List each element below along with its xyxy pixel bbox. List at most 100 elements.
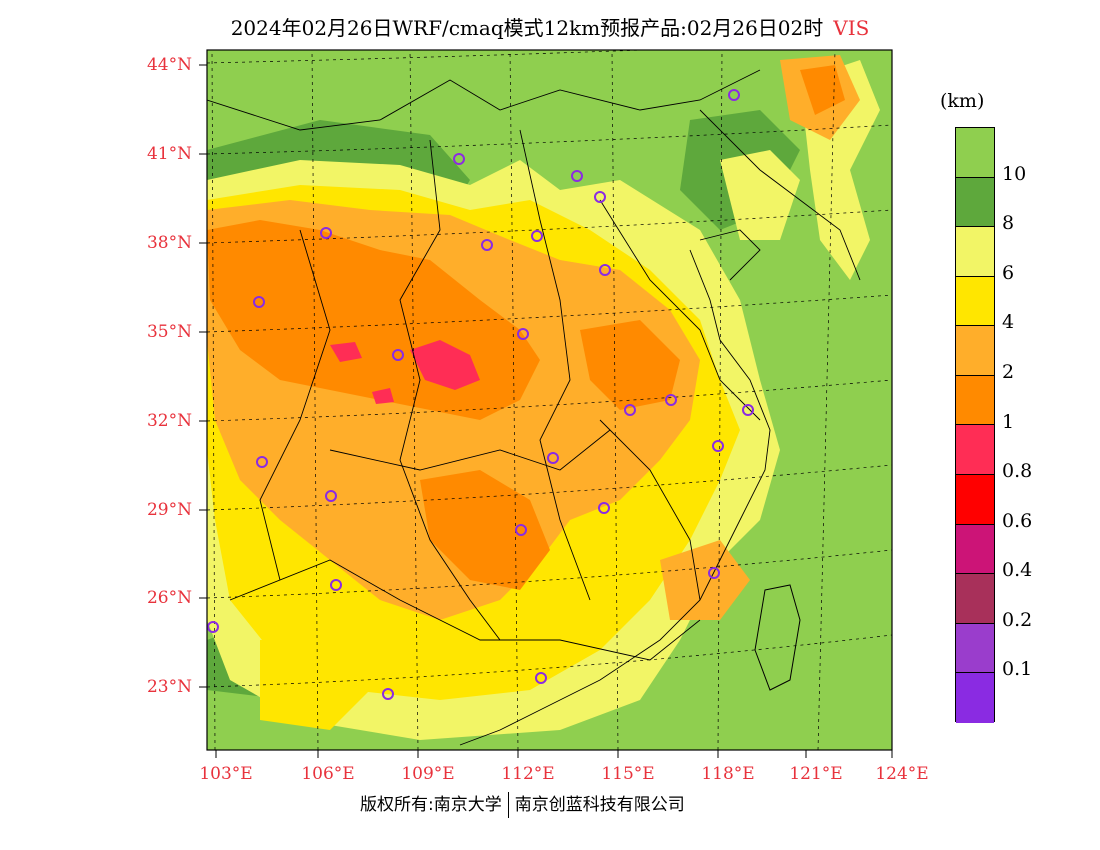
graticule-parallel (207, 464, 892, 511)
map-frame (206, 49, 893, 751)
coastline (699, 109, 861, 281)
station-marker (598, 502, 610, 514)
legend-swatch (956, 375, 994, 426)
legend-unit: (km) (940, 90, 985, 112)
station-marker (594, 191, 606, 203)
longitude-label: 121°E (789, 764, 843, 784)
boundary-line (207, 69, 761, 131)
station-marker (256, 456, 268, 468)
boundary-line (519, 129, 591, 601)
legend-label: 10 (1002, 162, 1027, 185)
station-marker (515, 524, 527, 536)
map-title: 2024年02月26日WRF/cmaq模式12km预报产品:02月26日02时 V… (0, 12, 1100, 41)
visibility-zone-1km (580, 320, 680, 410)
station-marker (708, 567, 720, 579)
station-marker (728, 89, 740, 101)
visibility-zone-0.8km (372, 388, 394, 404)
station-marker (599, 264, 611, 276)
legend-label: 0.6 (1002, 509, 1033, 532)
longitude-label: 112°E (501, 764, 555, 784)
station-marker (535, 672, 547, 684)
boundary-line (399, 139, 501, 641)
visibility-zone-2km (660, 540, 750, 620)
legend-swatch (956, 326, 994, 376)
graticule-parallel (207, 549, 892, 599)
station-marker (207, 621, 219, 633)
station-marker (325, 490, 337, 502)
boundary-line (599, 419, 701, 601)
station-marker (712, 440, 724, 452)
visibility-zone-1km (800, 65, 845, 115)
legend-swatch (956, 524, 994, 575)
station-marker (665, 394, 677, 406)
visibility-zone-4km (260, 640, 380, 730)
latitude-label: 32°N (146, 411, 192, 431)
legend-label: 8 (1002, 212, 1015, 235)
graticule-parallel (207, 379, 892, 422)
graticule-parallel (207, 634, 892, 688)
station-marker (547, 452, 559, 464)
latitude-label: 41°N (146, 144, 192, 164)
copyright-owner: 版权所有:南京大学 (360, 795, 502, 815)
graticule-meridian (509, 50, 519, 750)
station-marker (531, 230, 543, 242)
graticule-meridian (717, 50, 723, 750)
taiwan-outline (754, 584, 801, 691)
station-marker (517, 328, 529, 340)
title-variable: VIS (833, 16, 870, 40)
station-marker (742, 404, 754, 416)
legend-swatch (956, 574, 994, 624)
title-main: 2024年02月26日WRF/cmaq模式12km预报产品:02月26日02时 (230, 16, 824, 40)
graticule-parallel (207, 209, 892, 244)
legend-swatch (956, 227, 994, 277)
visibility-zone-0.8km (410, 340, 480, 390)
graticule-meridian (409, 50, 419, 750)
legend-swatch (956, 673, 994, 723)
legend-label: 4 (1002, 311, 1015, 334)
legend-label: 1 (1002, 410, 1015, 433)
coastline (459, 249, 771, 746)
graticule-parallel (207, 124, 892, 155)
longitude-label: 103°E (199, 764, 253, 784)
legend-label: 0.2 (1002, 608, 1033, 631)
longitude-label: 109°E (401, 764, 455, 784)
visibility-zone-0.8km (330, 342, 362, 362)
latitude-label: 23°N (146, 677, 192, 697)
legend-label: 0.1 (1002, 658, 1033, 681)
station-marker (571, 170, 583, 182)
longitude-label: 106°E (301, 764, 355, 784)
station-marker (624, 404, 636, 416)
copyright-company: 南京创蓝科技有限公司 (514, 795, 685, 815)
legend-swatch (956, 128, 994, 178)
legend-swatch (956, 475, 994, 525)
legend-swatch (956, 177, 994, 228)
latitude-label: 44°N (146, 55, 192, 75)
legend-swatch (956, 276, 994, 327)
graticule-meridian (311, 50, 319, 750)
legend-colorbar (955, 127, 995, 723)
graticule-meridian (211, 50, 216, 750)
copyright-notice: 版权所有:南京大学 南京创蓝科技有限公司 (360, 790, 685, 818)
boundary-line (699, 229, 761, 281)
legend-label: 0.4 (1002, 559, 1033, 582)
legend-label: 6 (1002, 261, 1015, 284)
visibility-zone-1km (420, 470, 550, 590)
station-marker (481, 239, 493, 251)
visibility-zone-6km (720, 150, 800, 240)
graticule-parallel (207, 294, 892, 333)
boundary-line (329, 429, 611, 471)
longitude-label: 124°E (875, 764, 929, 784)
graticule-meridian (611, 50, 619, 750)
legend-label: 2 (1002, 360, 1015, 383)
legend-swatch (956, 425, 994, 476)
longitude-label: 115°E (601, 764, 655, 784)
station-marker (253, 296, 265, 308)
boundary-line (599, 199, 761, 421)
boundary-line (259, 229, 331, 581)
station-marker (392, 349, 404, 361)
latitude-label: 29°N (146, 500, 192, 520)
legend-swatch (956, 623, 994, 674)
copyright-separator (507, 792, 509, 818)
latitude-label: 35°N (146, 322, 192, 342)
